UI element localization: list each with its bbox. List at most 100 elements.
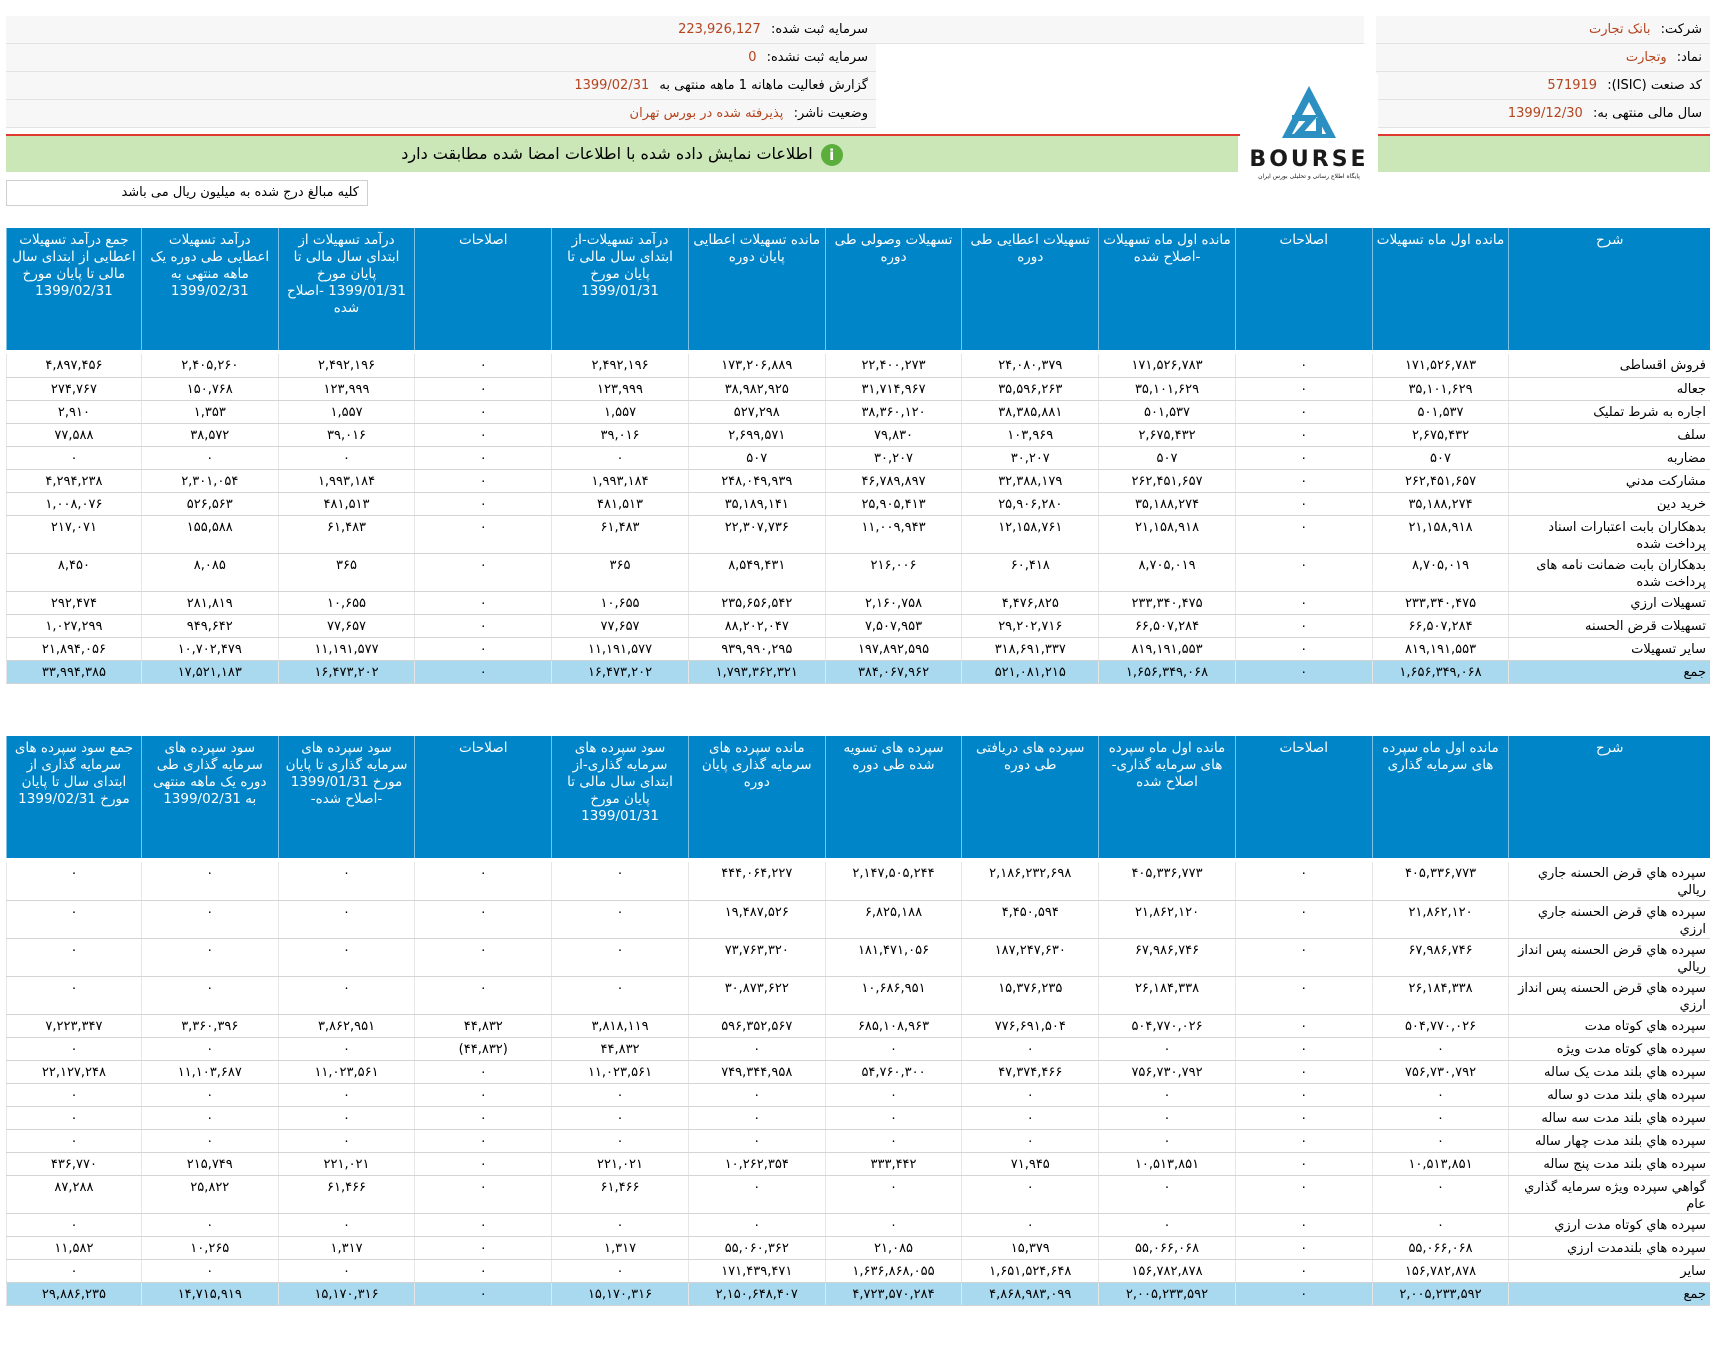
- row-description: سپرده هاي قرض الحسنه جاري ريالي: [1508, 862, 1710, 901]
- total-cell: ۱۷,۵۲۱,۱۸۳: [140, 660, 279, 684]
- table-cell: ۱۷۳,۲۰۶,۸۸۹: [687, 354, 826, 378]
- table-cell: ۳۶۵: [277, 553, 415, 592]
- total-cell: ۲۹,۸۸۶,۲۳۵: [6, 1282, 142, 1306]
- table-cell: ۳۰,۲۰۷: [961, 446, 1099, 470]
- table-row: سپرده هاي کوتاه مدت ارزي ۰ ۰ ۰ ۰ ۰ ۰ ۰ ۰ ۰ ۰ ۰: [6, 1213, 1710, 1237]
- table-cell: ۲۷۴,۷۶۷: [6, 377, 142, 401]
- table-cell: ۱۵۶,۷۸۲,۸۷۸: [1098, 1259, 1236, 1283]
- table-cell: ۴۰۵,۳۳۶,۷۷۳: [1098, 862, 1236, 901]
- table-cell: ۰: [1234, 1106, 1373, 1130]
- isic-label: کد صنعت (ISIC):: [1607, 78, 1702, 93]
- table-cell: ۰: [1234, 423, 1373, 447]
- row-description: تسهیلات قرض الحسنه: [1508, 614, 1710, 638]
- table-cell: ۴,۴۵۰,۵۹۴: [961, 900, 1099, 939]
- table-cell: ۱,۹۹۳,۱۸۴: [551, 469, 689, 493]
- units-note: کلیه مبالغ درج شده به میلیون ریال می باش…: [6, 180, 368, 206]
- table-cell: ۸۸,۲۰۲,۰۴۷: [687, 614, 826, 638]
- table-cell: ۵۰۴,۷۷۰,۰۲۶: [1371, 1014, 1509, 1038]
- table-cell: ۳۶۵: [551, 553, 689, 592]
- table-cell: ۱,۶۵۱,۵۲۴,۶۴۸: [961, 1259, 1099, 1283]
- table-cell: ۳۸,۹۸۲,۹۲۵: [687, 377, 826, 401]
- table-cell: ۱,۳۱۷: [551, 1236, 689, 1260]
- table-cell: ۰: [277, 1083, 415, 1107]
- company-value[interactable]: بانک تجارت: [1589, 22, 1651, 37]
- table-cell: ۳۸,۳۶۰,۱۲۰: [824, 400, 962, 424]
- table-cell: ۰: [1234, 1175, 1373, 1214]
- table-cell: ۰: [414, 1106, 552, 1130]
- table-cell: ۰: [414, 637, 552, 661]
- row-description: اجاره به شرط تملیک: [1508, 400, 1710, 424]
- table-cell: ۰: [6, 1106, 142, 1130]
- table-cell: ۰: [1098, 1037, 1236, 1061]
- table-cell: ۱۹۷,۸۹۲,۵۹۵: [824, 637, 962, 661]
- table-cell: ۲۴۸,۰۴۹,۹۳۹: [687, 469, 826, 493]
- table-row: سپرده هاي کوتاه مدت ويژه ۰ ۰ ۰ ۰ ۰ ۰ ۴۴,۸۳۲ (۴۴,…: [6, 1037, 1710, 1061]
- facilities-column-header: تسهیلات وصولی طی دوره: [824, 228, 962, 350]
- report-date-value: 1399/02/31: [574, 78, 650, 93]
- table-cell: ۴,۲۹۴,۲۳۸: [6, 469, 142, 493]
- table-cell: ۵۰۷: [687, 446, 826, 470]
- table-cell: ۰: [277, 1037, 415, 1061]
- table-cell: ۱۸۱,۴۷۱,۰۵۶: [824, 938, 962, 977]
- table-cell: ۰: [687, 1037, 826, 1061]
- facilities-column-header: مانده اول ماه تسهیلات: [1371, 228, 1509, 350]
- table-cell: ۱۱,۰۲۳,۵۶۱: [551, 1060, 689, 1084]
- table-cell: ۱۰,۲۶۵: [140, 1236, 279, 1260]
- table-cell: ۱۰,۶۸۶,۹۵۱: [824, 976, 962, 1015]
- table-cell: ۰: [1234, 1129, 1373, 1153]
- deposits-column-header: سپرده های دریافتی طی دوره: [961, 736, 1099, 858]
- table-cell: ۲,۴۹۲,۱۹۶: [277, 354, 415, 378]
- table-cell: ۳۵,۱۸۸,۲۷۴: [1371, 492, 1509, 516]
- symbol-label: نماد:: [1676, 50, 1702, 65]
- table-cell: ۰: [551, 900, 689, 939]
- row-description: فروش اقساطی: [1508, 354, 1710, 378]
- table-cell: ۰: [687, 1213, 826, 1237]
- table-cell: ۲۱۶,۰۰۶: [824, 553, 962, 592]
- table-cell: ۰: [1098, 1083, 1236, 1107]
- row-description: سپرده هاي کوتاه مدت: [1508, 1014, 1710, 1038]
- table-cell: ۰: [551, 1129, 689, 1153]
- table-cell: ۰: [961, 1037, 1099, 1061]
- table-cell: ۰: [1098, 1129, 1236, 1153]
- table-cell: ۱,۹۹۳,۱۸۴: [277, 469, 415, 493]
- total-cell: ۰: [1234, 1282, 1373, 1306]
- row-description: بدهکاران بابت ضمانت نامه های پرداخت شده: [1508, 553, 1710, 592]
- table-cell: ۰: [140, 1106, 279, 1130]
- table-cell: ۴۷,۳۷۴,۴۶۶: [961, 1060, 1099, 1084]
- table-row: سپرده هاي قرض الحسنه جاري ارزي ۲۱,۸۶۲,۱۲۰…: [6, 900, 1710, 939]
- table-cell: ۸۷,۲۸۸: [6, 1175, 142, 1214]
- table-cell: ۵۵,۰۶۶,۰۶۸: [1371, 1236, 1509, 1260]
- row-description: بدهکاران بابت اعتبارات اسناد پرداخت شده: [1508, 515, 1710, 554]
- row-description: سپرده هاي بلند مدت سه ساله: [1508, 1106, 1710, 1130]
- table-cell: ۰: [1234, 1259, 1373, 1283]
- table-cell: ۰: [1234, 1083, 1373, 1107]
- total-cell: ۱۵,۱۷۰,۳۱۶: [551, 1282, 689, 1306]
- table-cell: ۰: [687, 1175, 826, 1214]
- table-cell: ۰: [1234, 1037, 1373, 1061]
- table-cell: ۰: [277, 976, 415, 1015]
- total-cell: ۱۴,۷۱۵,۹۱۹: [140, 1282, 279, 1306]
- table-cell: ۰: [1234, 446, 1373, 470]
- table-cell: ۰: [1234, 492, 1373, 516]
- table-cell: ۵۰۷: [1371, 446, 1509, 470]
- table-cell: ۰: [277, 1129, 415, 1153]
- table-cell: ۲۲۱,۰۲۱: [277, 1152, 415, 1176]
- facilities-column-header: مانده تسهیلات اعطایی پایان دوره: [687, 228, 826, 350]
- table-cell: ۰: [414, 1129, 552, 1153]
- deposits-column-header: سود سپرده های سرمایه گذاری تا پایان مورخ…: [277, 736, 415, 858]
- deposits-column-header: اصلاحات: [414, 736, 552, 858]
- table-cell: ۰: [140, 1037, 279, 1061]
- table-cell: ۱۷۱,۴۳۹,۴۷۱: [687, 1259, 826, 1283]
- table-cell: ۰: [6, 446, 142, 470]
- table-cell: ۰: [140, 862, 279, 901]
- table-cell: ۲,۴۰۵,۲۶۰: [140, 354, 279, 378]
- table-cell: ۰: [687, 1106, 826, 1130]
- deposits-column-header: سود سپرده های سرمایه گذاری-از ابتدای سال…: [551, 736, 689, 858]
- table-cell: ۲۳۵,۶۵۶,۵۴۲: [687, 591, 826, 615]
- table-cell: ۱۲۳,۹۹۹: [277, 377, 415, 401]
- table-cell: ۷۷,۶۵۷: [277, 614, 415, 638]
- table-cell: ۷۹,۸۳۰: [824, 423, 962, 447]
- table-cell: ۳۵,۱۸۹,۱۴۱: [687, 492, 826, 516]
- table-cell: ۳۸,۳۸۵,۸۸۱: [961, 400, 1099, 424]
- symbol-value[interactable]: وتجارت: [1625, 50, 1667, 65]
